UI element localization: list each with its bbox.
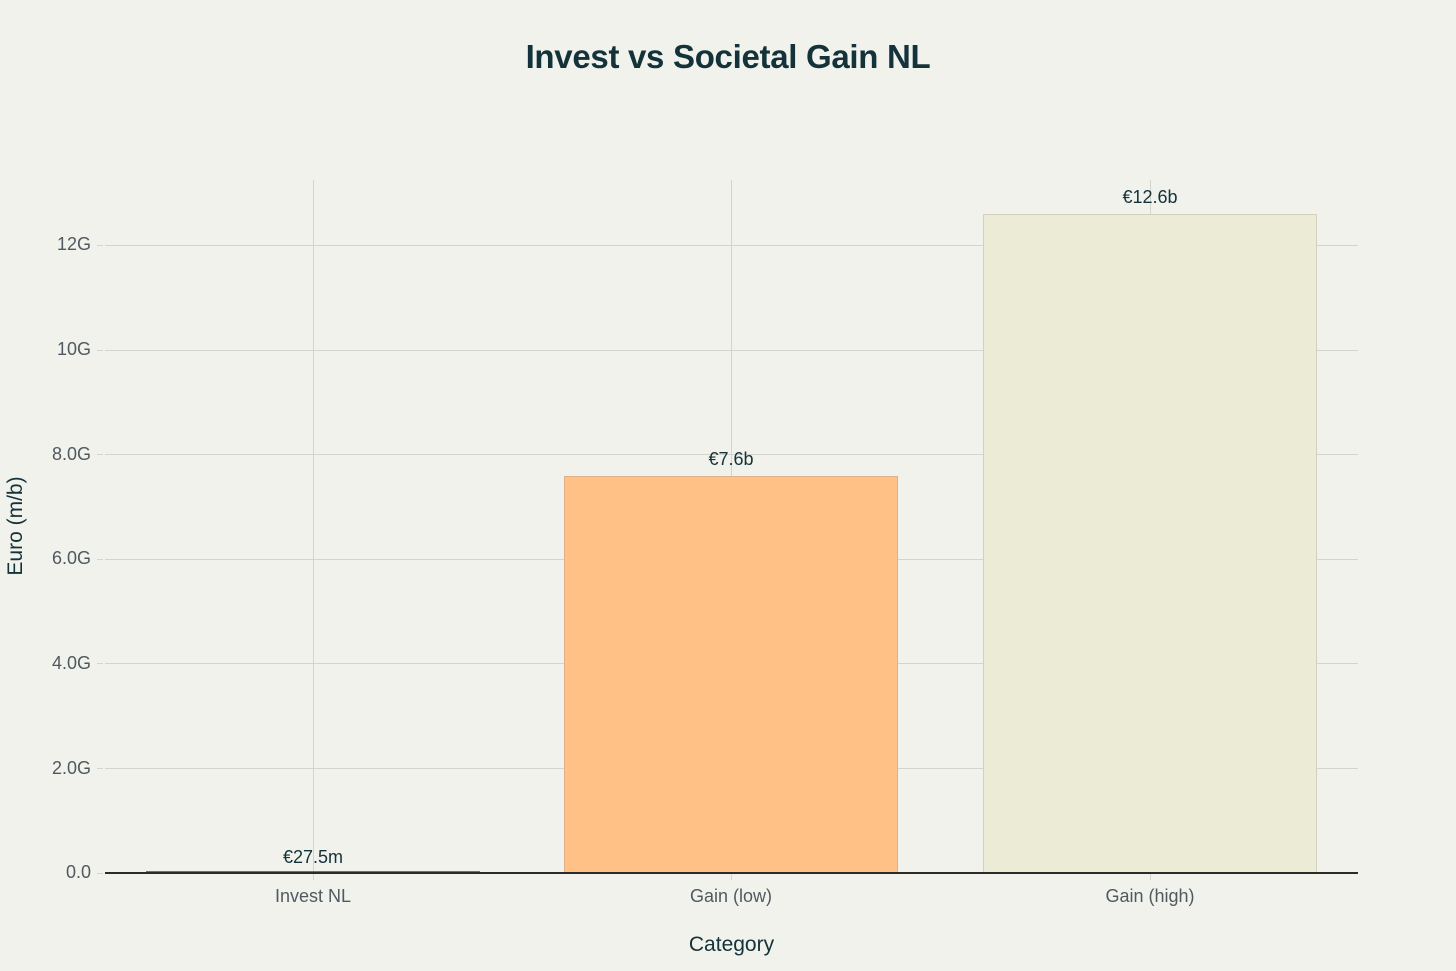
x-tick-label-invest-nl: Invest NL <box>274 886 352 906</box>
y-tick-label-4g: 4.0G <box>51 653 91 673</box>
y-tick-mark <box>97 245 103 246</box>
bar-gain-high[interactable] <box>983 214 1317 873</box>
y-tick-mark <box>97 768 103 769</box>
y-tick-mark <box>97 350 103 351</box>
y-tick-label-0: 0.0 <box>65 862 91 882</box>
y-tick-label-6g: 6.0G <box>51 548 91 568</box>
x-axis-title: Category <box>688 933 775 956</box>
bar-label-invest-nl: €27.5m <box>282 847 344 867</box>
gridline-invest-nl <box>313 180 314 873</box>
y-tick-mark <box>97 663 103 664</box>
bar-label-gain-high: €12.6b <box>1122 187 1178 207</box>
x-tick-mark <box>313 874 314 880</box>
x-tick-label-gain-high: Gain (high) <box>1105 886 1195 906</box>
y-tick-label-2g: 2.0G <box>51 758 91 778</box>
bar-gain-low[interactable] <box>564 476 898 873</box>
y-tick-mark <box>97 873 103 874</box>
y-tick-mark <box>97 454 103 455</box>
plot-area: €27.5m €7.6b €12.6b <box>105 180 1358 874</box>
bar-label-gain-low: €7.6b <box>708 449 754 469</box>
x-tick-label-gain-low: Gain (low) <box>689 886 773 906</box>
y-tick-label-12g: 12G <box>56 234 91 254</box>
x-axis-zero-line <box>105 872 1358 874</box>
x-tick-mark <box>1150 874 1151 880</box>
y-tick-label-10g: 10G <box>56 339 91 359</box>
chart-title: Invest vs Societal Gain NL <box>525 38 931 75</box>
y-tick-label-8g: 8.0G <box>51 444 91 464</box>
x-tick-mark <box>731 874 732 880</box>
y-tick-mark <box>97 559 103 560</box>
